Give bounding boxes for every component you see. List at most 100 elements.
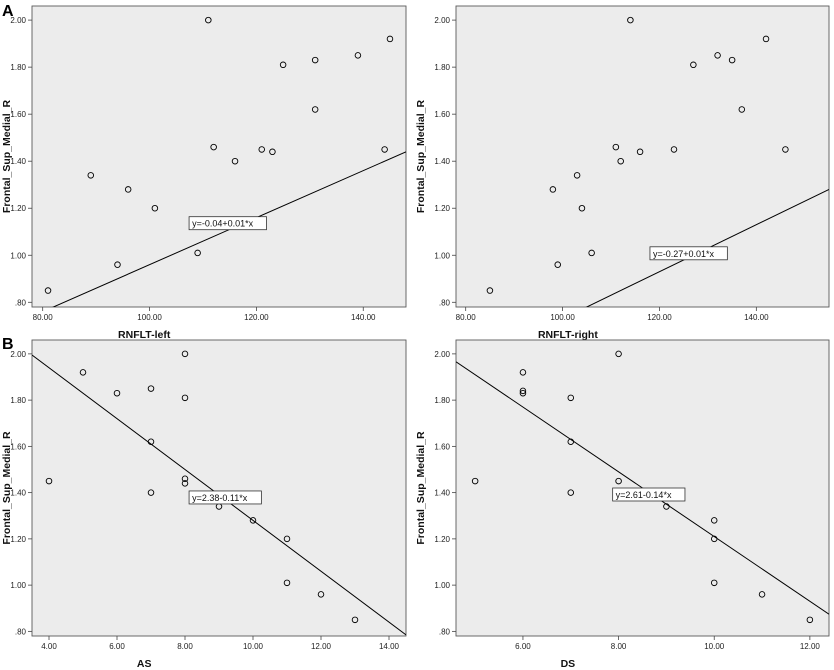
x-tick-label: 4.00 bbox=[41, 642, 57, 651]
data-point bbox=[663, 503, 670, 510]
data-point bbox=[311, 56, 319, 64]
y-tick-label: 1.80 bbox=[434, 63, 450, 72]
data-point bbox=[615, 350, 622, 358]
data-point bbox=[45, 477, 53, 485]
data-point bbox=[151, 204, 159, 212]
y-tick-label: 1.40 bbox=[10, 489, 26, 498]
data-point bbox=[567, 394, 575, 402]
x-tick-label: 14.00 bbox=[379, 642, 400, 651]
x-tick-label: 12.00 bbox=[311, 642, 332, 651]
equation-label: y=2.38-0.11*x bbox=[192, 493, 248, 503]
x-tick-label: 10.00 bbox=[243, 642, 264, 651]
y-tick-label: 1.60 bbox=[434, 442, 450, 451]
data-point bbox=[181, 480, 189, 487]
data-point bbox=[194, 249, 201, 257]
equation-label: y=-0.04+0.01*x bbox=[192, 219, 254, 229]
y-tick-label: 1.00 bbox=[10, 581, 26, 590]
data-point bbox=[113, 389, 121, 397]
data-point bbox=[471, 477, 479, 485]
x-tick-label: 120.00 bbox=[647, 313, 672, 322]
data-point bbox=[386, 35, 394, 43]
data-point bbox=[578, 204, 586, 212]
data-point bbox=[519, 369, 527, 376]
data-point bbox=[87, 172, 95, 179]
data-point bbox=[573, 172, 581, 179]
scatter-plots: .80 1.00 1.20 1.40 1.60 1.80 2.00 80.00 100.00 12… bbox=[1, 5, 830, 670]
data-point bbox=[588, 249, 595, 257]
data-point bbox=[44, 287, 52, 294]
data-point bbox=[249, 517, 257, 524]
x-axis-label: RNFLT-right bbox=[538, 329, 598, 341]
data-point bbox=[728, 56, 736, 64]
y-tick-label: 1.60 bbox=[10, 442, 26, 451]
equation-box bbox=[649, 246, 728, 261]
plot-area bbox=[455, 5, 830, 308]
data-point bbox=[258, 146, 265, 153]
data-point bbox=[617, 157, 624, 165]
x-tick-label: 6.00 bbox=[109, 642, 125, 651]
data-point bbox=[283, 535, 291, 543]
y-tick-label: 1.20 bbox=[434, 204, 450, 213]
y-tick-label: 1.80 bbox=[10, 63, 26, 72]
data-point bbox=[486, 287, 494, 294]
data-point bbox=[762, 35, 770, 43]
data-point bbox=[279, 61, 287, 69]
y-tick-label: 2.00 bbox=[10, 350, 26, 359]
x-tick-label: 140.00 bbox=[351, 313, 376, 322]
plot-area bbox=[31, 339, 407, 637]
scatter-chart: .80 1.00 1.20 1.40 1.60 1.80 2.00 80.00 100.00 12… bbox=[415, 5, 830, 341]
y-axis-label: Frontal_Sup_Medial_R bbox=[415, 99, 427, 213]
data-point bbox=[519, 387, 527, 395]
data-point bbox=[114, 261, 121, 268]
data-point bbox=[758, 591, 766, 598]
x-tick-label: 12.00 bbox=[800, 642, 821, 651]
y-tick-label: .80 bbox=[439, 298, 451, 307]
y-tick-label: 1.40 bbox=[434, 157, 450, 166]
x-tick-label: 10.00 bbox=[704, 642, 725, 651]
data-point bbox=[710, 517, 718, 524]
equation-box bbox=[188, 216, 267, 231]
y-tick-label: 1.40 bbox=[10, 157, 26, 166]
data-point bbox=[714, 52, 721, 59]
x-tick-label: 100.00 bbox=[550, 313, 575, 322]
x-tick-label: 80.00 bbox=[33, 313, 54, 322]
x-axis-label: AS bbox=[137, 658, 152, 670]
x-tick-label: 8.00 bbox=[611, 642, 627, 651]
data-point bbox=[670, 146, 678, 153]
data-point bbox=[205, 16, 212, 24]
data-point bbox=[690, 61, 697, 69]
x-tick-label: 140.00 bbox=[744, 313, 769, 322]
data-point bbox=[210, 143, 217, 151]
y-axis-label: Frontal_Sup_Medial_R bbox=[1, 99, 13, 213]
x-tick-label: 120.00 bbox=[244, 313, 269, 322]
panel-letter-b: B bbox=[2, 336, 14, 353]
data-point bbox=[567, 438, 575, 446]
y-tick-label: 1.20 bbox=[10, 204, 26, 213]
y-tick-label: 2.00 bbox=[10, 16, 26, 25]
data-point bbox=[181, 394, 189, 402]
data-point bbox=[354, 52, 362, 59]
y-tick-label: 1.60 bbox=[10, 110, 26, 119]
x-axis-label: DS bbox=[561, 658, 576, 670]
data-point bbox=[627, 16, 634, 24]
data-point bbox=[79, 369, 87, 376]
scatter-chart: .80 1.00 1.20 1.40 1.60 1.80 2.00 80.00 100.00 12… bbox=[1, 5, 407, 341]
data-point bbox=[615, 477, 622, 485]
data-point bbox=[317, 591, 325, 598]
x-axis-label: RNFLT-left bbox=[118, 329, 171, 341]
data-point bbox=[806, 616, 814, 624]
data-point bbox=[124, 186, 132, 193]
data-point bbox=[351, 616, 359, 624]
data-point bbox=[782, 146, 789, 153]
data-point bbox=[381, 146, 388, 153]
panel-letter-a: A bbox=[2, 3, 14, 20]
equation-box bbox=[612, 487, 686, 502]
data-point bbox=[147, 438, 155, 446]
scatter-chart: .80 1.00 1.20 1.40 1.60 1.80 2.00 6.00 8.00 10.00… bbox=[415, 339, 830, 670]
y-tick-label: 1.40 bbox=[434, 489, 450, 498]
data-point bbox=[710, 579, 718, 587]
plot-area bbox=[31, 5, 407, 308]
fit-line bbox=[52, 151, 406, 307]
y-tick-label: 2.00 bbox=[434, 16, 450, 25]
